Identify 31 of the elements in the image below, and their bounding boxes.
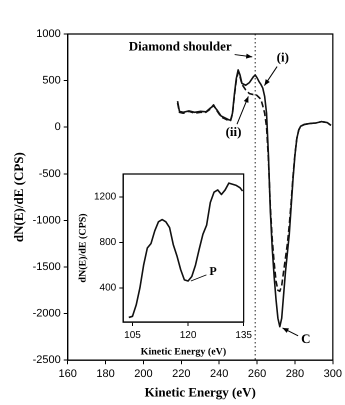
y-tick-label: -1000	[32, 214, 61, 226]
x-tick-label: 120	[180, 330, 197, 341]
y-axis-title: dN(E)/dE (CPS)	[11, 152, 26, 242]
y-axis-title: dN(E)/dE (CPS)	[78, 213, 89, 283]
y-tick-label: 1200	[94, 192, 117, 203]
y-tick-label: 400	[100, 282, 117, 294]
x-tick-label: 220	[172, 368, 191, 380]
x-tick-label: 300	[324, 368, 342, 380]
x-tick-label: 160	[58, 368, 77, 380]
annotation: Diamond shoulder	[128, 38, 232, 54]
y-tick-label: -1500	[32, 261, 61, 274]
x-tick-label: 260	[248, 368, 266, 380]
annotation: P	[209, 264, 217, 278]
x-tick-label: 280	[286, 368, 304, 380]
x-axis-title: Kinetic Energy (eV)	[144, 384, 256, 400]
y-tick-label: -2500	[32, 354, 61, 366]
y-tick-label: 800	[100, 237, 117, 248]
x-tick-label: 200	[134, 368, 153, 380]
y-tick-label: -2000	[32, 308, 61, 320]
x-tick-label: 105	[124, 330, 142, 341]
x-axis-title: Kinetic Energy (eV)	[140, 346, 226, 358]
x-tick-label: 180	[96, 368, 115, 380]
annotation: (ii)	[226, 124, 242, 140]
y-tick-label: 0	[54, 121, 61, 134]
annotation: (i)	[276, 49, 289, 64]
x-tick-label: 240	[210, 368, 228, 380]
y-tick-label: 1000	[36, 28, 61, 40]
annotation: C	[301, 331, 310, 346]
y-tick-label: -500	[38, 168, 61, 180]
x-tick-label: 135	[235, 330, 252, 341]
y-tick-label: 500	[42, 74, 61, 87]
